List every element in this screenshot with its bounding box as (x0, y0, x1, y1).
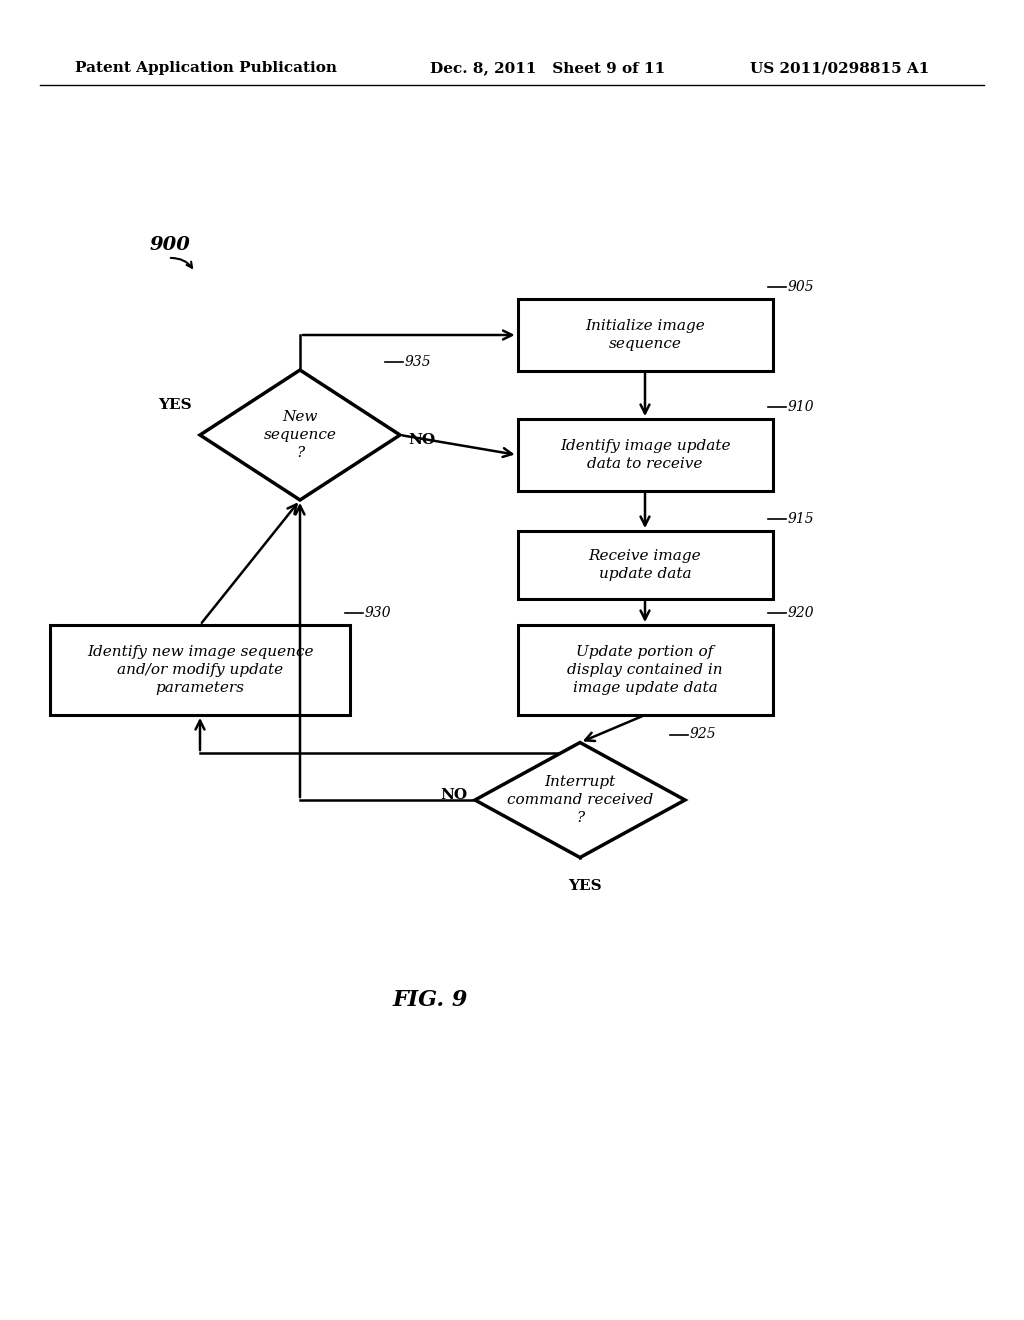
Text: YES: YES (159, 399, 193, 412)
Text: Patent Application Publication: Patent Application Publication (75, 61, 337, 75)
Text: 900: 900 (150, 236, 190, 253)
Bar (517, 418, 772, 491)
Text: 910: 910 (787, 400, 814, 414)
Text: Receive image
update data: Receive image update data (589, 549, 701, 581)
Text: NO: NO (440, 788, 467, 803)
Text: FIG. 9: FIG. 9 (392, 989, 468, 1011)
Polygon shape (475, 742, 685, 858)
Text: NO: NO (408, 433, 435, 447)
Bar (517, 624, 772, 715)
Text: Interrupt
command received
?: Interrupt command received ? (507, 775, 653, 825)
Text: 920: 920 (787, 606, 814, 620)
Text: Update portion of
display contained in
image update data: Update portion of display contained in i… (567, 644, 723, 696)
Bar (517, 531, 772, 599)
Text: YES: YES (568, 879, 602, 894)
Text: Identify image update
data to receive: Identify image update data to receive (560, 438, 730, 471)
Text: US 2011/0298815 A1: US 2011/0298815 A1 (750, 61, 930, 75)
Bar (517, 300, 772, 371)
Bar (50, 624, 350, 715)
Text: Dec. 8, 2011   Sheet 9 of 11: Dec. 8, 2011 Sheet 9 of 11 (430, 61, 666, 75)
Text: Initialize image
sequence: Initialize image sequence (585, 319, 705, 351)
Text: 935: 935 (406, 355, 432, 370)
Text: 925: 925 (690, 727, 717, 742)
Text: New
sequence
?: New sequence ? (263, 409, 337, 461)
Text: 915: 915 (787, 512, 814, 525)
Text: 905: 905 (787, 280, 814, 294)
Text: Identify new image sequence
and/or modify update
parameters: Identify new image sequence and/or modif… (87, 644, 313, 696)
Polygon shape (200, 370, 400, 500)
Text: 930: 930 (365, 606, 391, 620)
